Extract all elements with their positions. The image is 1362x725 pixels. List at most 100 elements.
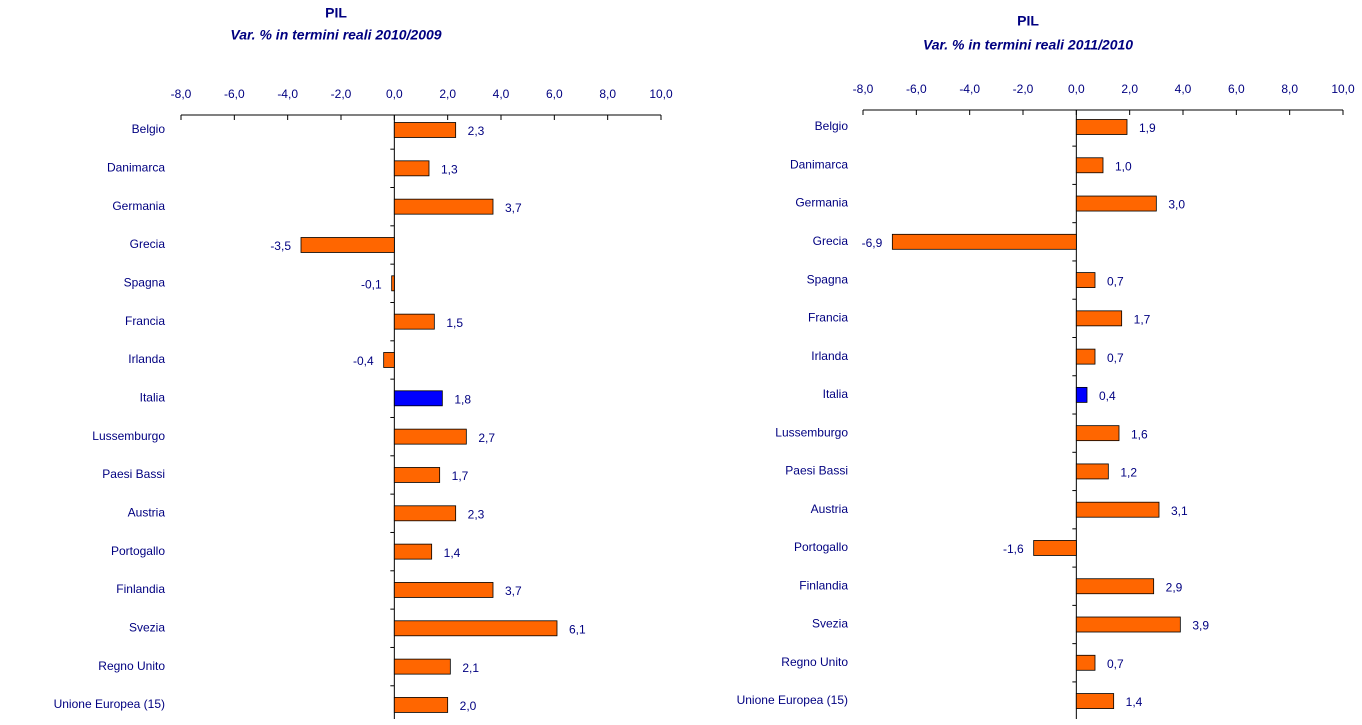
category-label: Italia [140,390,166,404]
bar [1075,654,1096,671]
value-label: 3,9 [1192,619,1209,633]
bar [1075,501,1160,518]
x-tick-label: 8,0 [1281,82,1298,96]
x-tick-label: 6,0 [1228,82,1245,96]
bar [1075,195,1157,212]
bar [393,467,441,483]
x-tick-label: 10,0 [1331,82,1355,96]
x-tick-label: -4,0 [959,82,980,96]
x-tick-label: 2,0 [1121,82,1138,96]
bar [383,352,395,368]
value-label: 1,8 [454,392,471,406]
value-label: 2,9 [1166,580,1183,594]
bar [393,543,433,560]
category-label: Svezia [812,617,848,631]
category-label: Paesi Bassi [102,467,165,481]
value-label: -3,5 [270,239,291,253]
bar [1075,119,1128,135]
value-label: 1,5 [446,316,463,330]
category-label: Lussemburgo [92,429,165,443]
bar [300,237,395,253]
bar [1075,425,1120,442]
category-label: Portogallo [794,540,848,554]
category-label: Austria [128,505,166,519]
value-label: 0,7 [1107,657,1124,671]
value-label: 1,2 [1120,466,1137,480]
chart-subtitle: Var. % in termini reali 2010/2009 [230,27,441,43]
category-label: Finlandia [116,582,165,596]
value-label: 1,3 [441,163,458,177]
bar [1075,463,1109,480]
category-label: Francia [808,311,848,325]
x-tick-label: -4,0 [277,87,298,101]
category-label: Grecia [813,234,849,248]
value-label: -0,4 [353,354,374,368]
value-label: 1,4 [1126,695,1143,709]
category-label: Lussemburgo [775,425,848,439]
category-label: Spagna [124,275,166,289]
bar [1075,693,1115,709]
value-label: 6,1 [569,622,586,636]
category-label: Spagna [807,272,849,286]
bar [393,390,443,407]
value-label: 0,4 [1099,389,1116,403]
bar [393,620,558,637]
x-tick-label: -8,0 [853,82,874,96]
value-label: 1,7 [452,469,469,483]
value-label: 0,7 [1107,351,1124,365]
bar [393,198,494,215]
x-tick-label: -8,0 [171,87,192,101]
x-tick-label: 10,0 [649,87,673,101]
x-tick-label: 2,0 [439,87,456,101]
category-label: Germania [112,199,165,213]
category-label: Grecia [130,237,166,251]
category-label: Germania [795,196,848,210]
value-label: 1,0 [1115,159,1132,173]
x-tick-label: 8,0 [599,87,616,101]
value-label: -1,6 [1003,542,1024,556]
x-tick-label: -6,0 [224,87,245,101]
x-tick-label: 6,0 [546,87,563,101]
value-label: 2,1 [462,661,479,675]
bar [393,658,451,675]
bar [391,275,395,292]
value-label: 3,7 [505,584,522,598]
category-label: Belgio [815,119,849,133]
bar [1075,272,1096,288]
value-label: 3,0 [1168,198,1185,212]
bar [891,233,1077,250]
bar [1075,348,1096,365]
bar [393,697,449,713]
bar [1075,616,1181,633]
value-label: 2,0 [460,699,477,713]
x-tick-label: 0,0 [386,87,403,101]
x-tick-label: -2,0 [1013,82,1034,96]
category-label: Irlanda [128,352,165,366]
bar [393,582,494,598]
value-label: 1,4 [444,546,461,560]
category-label: Portogallo [111,544,165,558]
bar [393,313,435,330]
value-label: 1,9 [1139,121,1156,135]
value-label: 1,6 [1131,427,1148,441]
category-label: Francia [125,314,165,328]
category-label: Regno Unito [781,655,848,669]
category-label: Italia [823,387,849,401]
category-label: Austria [811,502,849,516]
value-label: 2,3 [468,507,485,521]
category-label: Danimarca [107,161,165,175]
value-label: 3,7 [505,201,522,215]
value-label: 0,7 [1107,274,1124,288]
category-label: Svezia [129,620,165,634]
bar [393,122,457,138]
bar [1033,540,1077,556]
category-label: Regno Unito [98,659,165,673]
category-label: Paesi Bassi [785,464,848,478]
chart-title: PIL [1017,13,1039,29]
x-tick-label: 4,0 [1175,82,1192,96]
bar [1075,310,1123,327]
value-label: 2,7 [478,431,495,445]
value-label: -0,1 [361,277,382,291]
x-tick-label: 0,0 [1068,82,1085,96]
category-label: Irlanda [811,349,848,363]
